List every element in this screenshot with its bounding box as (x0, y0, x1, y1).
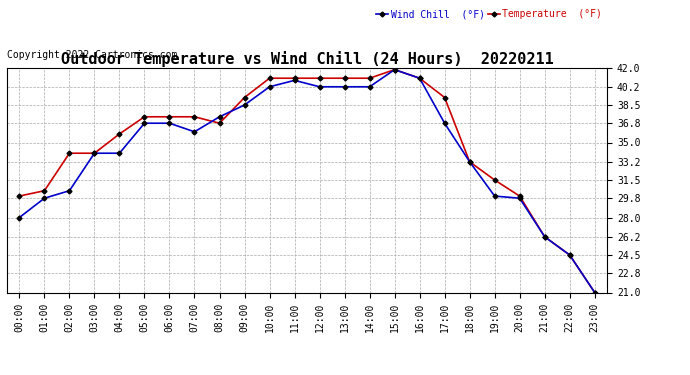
Title: Outdoor Temperature vs Wind Chill (24 Hours)  20220211: Outdoor Temperature vs Wind Chill (24 Ho… (61, 51, 553, 68)
Legend: Wind Chill  (°F), Temperature  (°F): Wind Chill (°F), Temperature (°F) (376, 9, 602, 20)
Text: Copyright 2022 Cartronics.com: Copyright 2022 Cartronics.com (7, 50, 177, 60)
